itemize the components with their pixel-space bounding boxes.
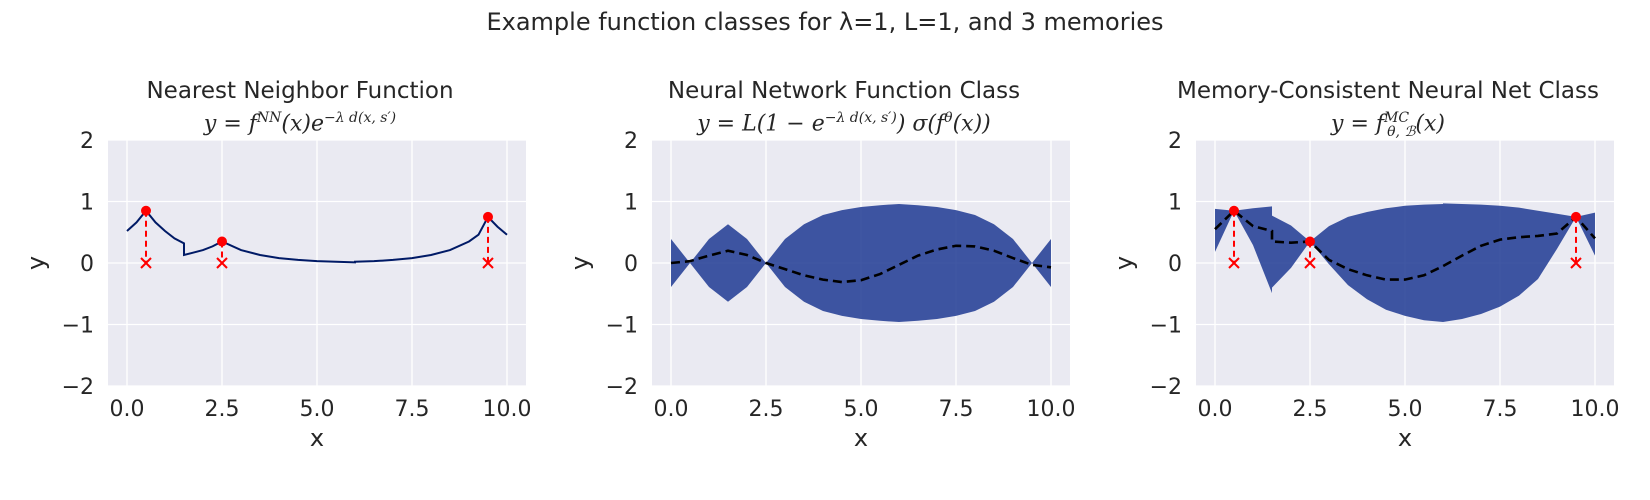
function-class-band [671,203,1051,323]
memory-x-marker [1228,257,1240,269]
x-tick-label: 5.0 [844,397,879,422]
chart-panel-nearest-neighbor: Nearest Neighbor Function y = fNN(x)e−λ … [0,70,540,490]
panel-formula: y = L(1 − e−λ d(x, s′)) σ(fθ(x)) [697,110,991,137]
chart-svg: 0.0 2.5 5.0 7.5 10.0 −2 −1 0 1 2 x y [1110,129,1620,452]
y-tick-label: −2 [1150,375,1182,400]
chart-panel-neural-network: Neural Network Function Class y = L(1 − … [544,70,1084,490]
x-axis-label: x [310,424,324,452]
nn-function-line [126,209,508,264]
memory-point [217,236,227,247]
memory-point [483,211,493,222]
memory-x-stroke [1228,257,1240,269]
chart-svg: 0.0 2.5 5.0 7.5 10.0 −2 −1 0 1 2 x y [566,129,1076,452]
y-tick-label: 1 [80,191,94,216]
panel-formula: y = fMCθ, ℬ(x) [1331,110,1445,140]
x-axis-label: x [1398,424,1412,452]
x-tick-label: 5.0 [300,397,335,422]
x-tick-label: 0.0 [654,397,689,422]
memory-x-stroke [1304,257,1316,269]
figure-title: Example function classes for λ=1, L=1, a… [486,8,1164,36]
y-axis-label: y [566,256,594,270]
memory-x-stroke [140,257,152,269]
x-tick-label: 10.0 [1571,397,1620,422]
chart-svg: 0.0 2.5 5.0 7.5 10.0 −2 −1 0 1 2 x y [22,129,532,452]
memory-x-marker [1304,257,1316,269]
x-tick-label: 7.5 [1483,397,1518,422]
y-axis-label: y [1110,256,1138,270]
panel-title: Nearest Neighbor Function [146,78,454,104]
x-tick-label: 10.0 [1027,397,1076,422]
panel-title: Memory-Consistent Neural Net Class [1177,78,1599,104]
memory-point [1229,205,1239,216]
y-tick-label: 2 [80,129,94,154]
y-tick-label: −2 [606,375,638,400]
panel-formula: y = fNN(x)e−λ d(x, s′) [203,110,397,137]
x-tick-label: 2.5 [749,397,784,422]
x-tick-label: 2.5 [1293,397,1328,422]
memory-point [1305,236,1315,247]
y-tick-label: −2 [62,375,94,400]
x-tick-label: 10.0 [483,397,532,422]
y-tick-label: 2 [1168,129,1182,154]
x-tick-label: 0.0 [1198,397,1233,422]
y-tick-label: −1 [62,314,94,339]
x-tick-label: 5.0 [1388,397,1423,422]
memory-x-marker [1570,257,1582,269]
y-tick-label: 0 [1168,252,1182,277]
mean-function-line [670,244,1052,284]
x-tick-label: 7.5 [395,397,430,422]
x-axis-label: x [854,424,868,452]
mean-function-line [1214,208,1596,281]
memory-point [1571,211,1581,222]
memory-x-marker [216,257,228,269]
y-tick-label: 2 [624,129,638,154]
panel-title: Neural Network Function Class [667,78,1021,104]
memory-x-stroke [1570,257,1582,269]
y-tick-label: 0 [624,252,638,277]
memory-x-stroke [482,257,494,269]
memory-x-marker [482,257,494,269]
memory-x-marker [140,257,152,269]
y-axis-label: y [22,256,50,270]
memory-point [141,205,151,216]
x-tick-label: 0.0 [110,397,145,422]
memory-x-stroke [216,257,228,269]
x-tick-label: 2.5 [205,397,240,422]
x-tick-label: 7.5 [939,397,974,422]
y-tick-label: 1 [624,191,638,216]
y-tick-label: 1 [1168,191,1182,216]
function-class-band [1215,203,1595,323]
chart-panel-memory-consistent: Memory-Consistent Neural Net Class y = f… [1088,70,1628,490]
y-tick-label: −1 [1150,314,1182,339]
y-tick-label: 0 [80,252,94,277]
y-tick-label: −1 [606,314,638,339]
